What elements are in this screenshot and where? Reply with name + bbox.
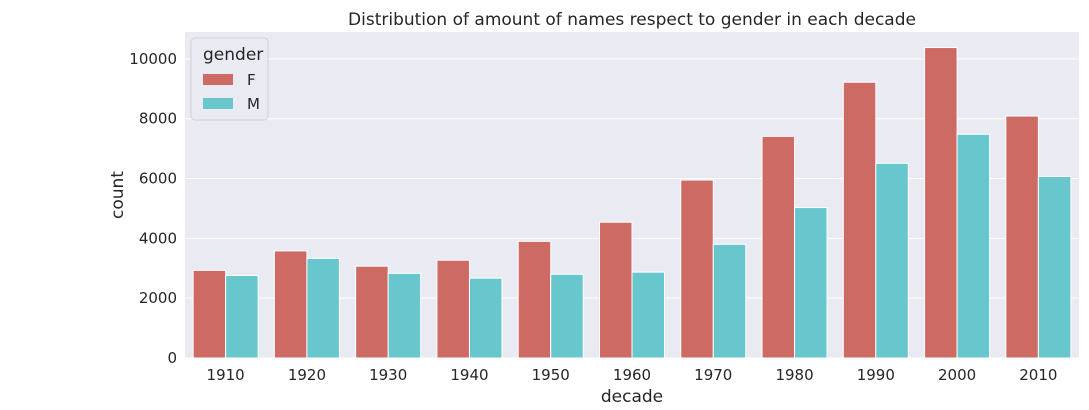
bar-M-2000 bbox=[956, 133, 991, 359]
x-tick-label: 1950 bbox=[532, 366, 570, 384]
y-tick-label: 4000 bbox=[139, 229, 177, 247]
x-axis-label: decade bbox=[601, 387, 663, 407]
x-tick-label: 1980 bbox=[775, 366, 813, 384]
legend-items: FM bbox=[203, 71, 260, 113]
x-tick-label: 2000 bbox=[938, 366, 976, 384]
x-tick-label: 1960 bbox=[613, 366, 651, 384]
bar-M-1960 bbox=[631, 271, 666, 359]
bar-F-1930 bbox=[355, 265, 389, 359]
legend-label-M: M bbox=[247, 95, 260, 113]
bar-M-1930 bbox=[387, 272, 422, 359]
bar-F-1970 bbox=[680, 179, 714, 359]
bar-M-1970 bbox=[712, 243, 747, 359]
bar-F-1940 bbox=[436, 259, 470, 359]
legend-swatch-M bbox=[203, 98, 233, 109]
bar-F-2010 bbox=[1005, 115, 1039, 359]
bar-M-1980 bbox=[794, 207, 828, 359]
bar-M-1940 bbox=[468, 277, 503, 359]
bar-F-1960 bbox=[598, 221, 633, 359]
y-tick-label: 8000 bbox=[139, 110, 177, 128]
bars bbox=[192, 47, 1072, 359]
y-tick-label: 6000 bbox=[139, 170, 177, 188]
y-tick-label: 10000 bbox=[129, 50, 177, 68]
bar-F-1920 bbox=[273, 250, 308, 359]
y-tick-label: 0 bbox=[167, 349, 177, 367]
y-tick-label: 2000 bbox=[139, 289, 177, 307]
x-tick-label: 1940 bbox=[450, 366, 488, 384]
bar-F-1980 bbox=[761, 135, 796, 359]
legend: gender FM bbox=[190, 37, 269, 121]
x-tick-label: 2010 bbox=[1019, 366, 1057, 384]
legend-swatch-F bbox=[203, 74, 233, 85]
bar-M-1910 bbox=[225, 274, 259, 359]
bar-F-1910 bbox=[192, 269, 227, 359]
y-axis-label: count bbox=[108, 171, 128, 219]
bar-F-1990 bbox=[842, 81, 877, 359]
x-tick-label: 1930 bbox=[369, 366, 407, 384]
chart-title: Distribution of amount of names respect … bbox=[348, 10, 916, 30]
x-tick-label: 1970 bbox=[694, 366, 732, 384]
bar-F-1950 bbox=[517, 240, 552, 359]
bar-F-2000 bbox=[924, 47, 958, 359]
x-tick-label: 1990 bbox=[857, 366, 895, 384]
x-axis-ticks: 1910 1920 1930 1940 1950 1960 1970 1980 1990 2000… bbox=[207, 366, 1058, 384]
bar-M-1990 bbox=[875, 162, 909, 359]
legend-label-F: F bbox=[247, 71, 256, 89]
bar-M-1920 bbox=[306, 257, 340, 359]
y-axis-ticks: 0 2000 4000 6000 8000 10000 bbox=[129, 50, 177, 367]
bar-M-2010 bbox=[1037, 175, 1072, 359]
legend-title: gender bbox=[203, 45, 263, 65]
x-tick-label: 1920 bbox=[288, 366, 326, 384]
bar-M-1950 bbox=[550, 273, 584, 359]
x-tick-label: 1910 bbox=[207, 366, 245, 384]
